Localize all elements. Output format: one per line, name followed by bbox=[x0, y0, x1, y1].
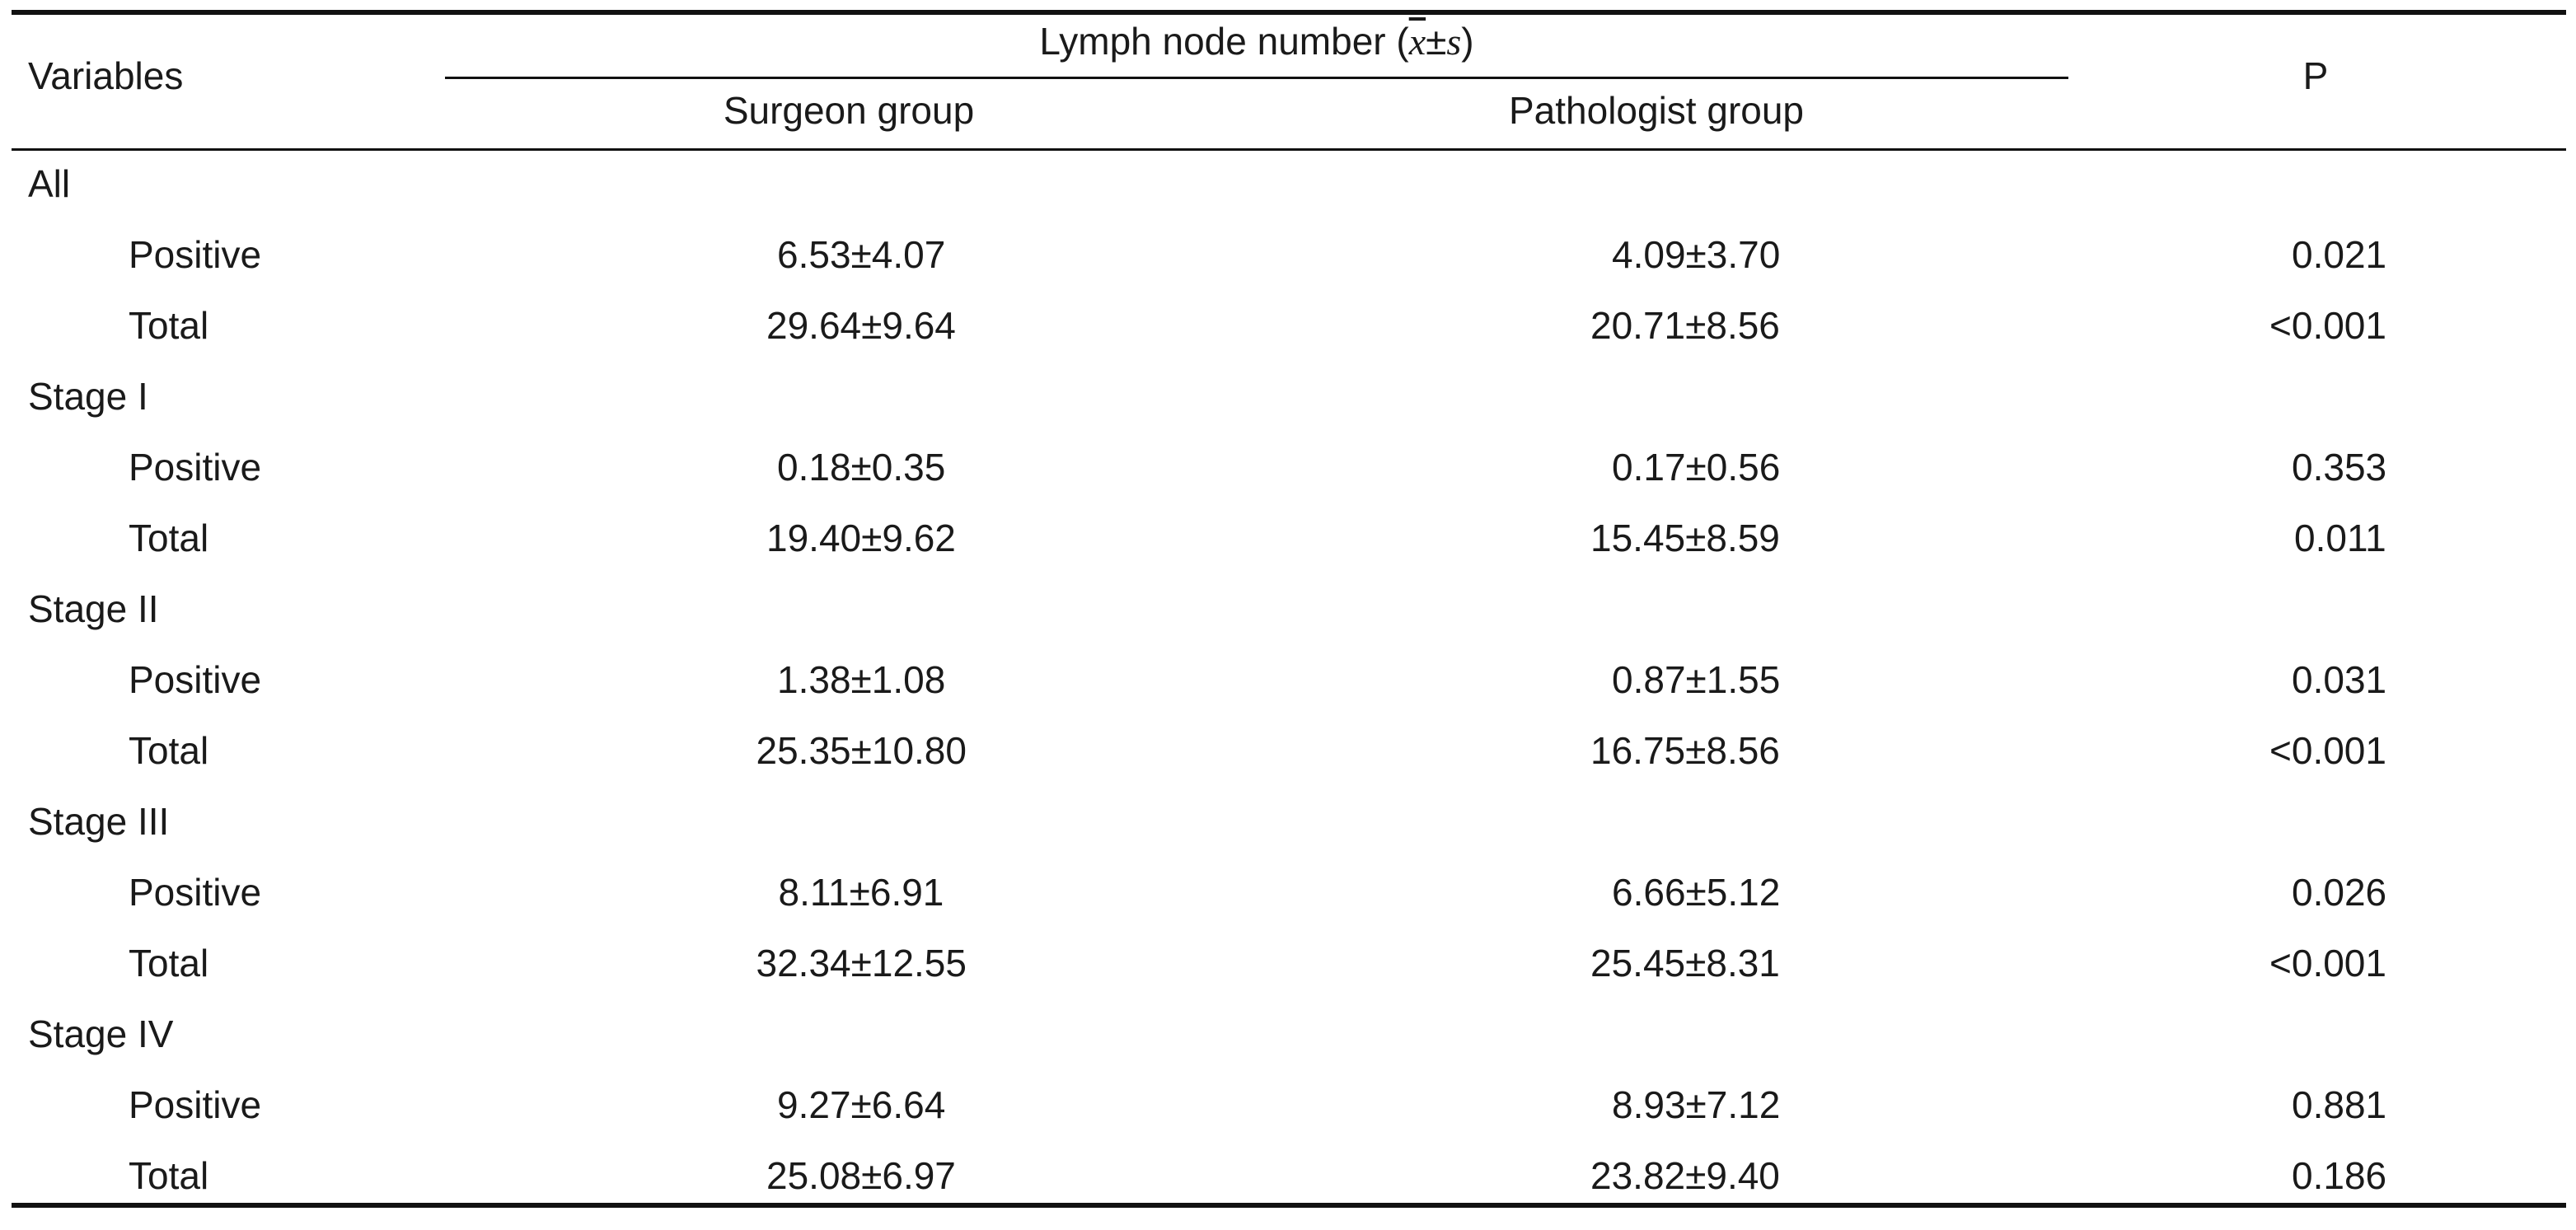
pathologist-group-value: 0.17±0.56 bbox=[1612, 446, 1781, 489]
table-row: Total 25.08±6.97 23.82±9.40 0.186 bbox=[0, 1141, 2576, 1212]
surgeon-group-value: 6.53±4.07 bbox=[777, 233, 946, 276]
column-group-header-lymph-node-number: Lymph node number (x±s) bbox=[445, 18, 2068, 65]
pathologist-group-value: 0.87±1.55 bbox=[1612, 658, 1781, 701]
surgeon-group-value: 19.40±9.62 bbox=[766, 517, 956, 559]
table-row: Positive 1.38±1.08 0.87±1.55 0.031 bbox=[0, 645, 2576, 716]
row-label: Total bbox=[129, 942, 209, 984]
p-value: 0.031 bbox=[2292, 658, 2387, 701]
pathologist-group-value: 6.66±5.12 bbox=[1612, 871, 1781, 914]
row-label: Positive bbox=[129, 446, 262, 489]
row-label: Positive bbox=[129, 233, 262, 276]
plus-minus-symbol: ± bbox=[1426, 20, 1447, 63]
surgeon-group-value: 9.27±6.64 bbox=[777, 1083, 946, 1126]
column-header-pathologist-group: Pathologist group bbox=[1508, 89, 1805, 132]
p-value: 0.021 bbox=[2292, 233, 2387, 276]
row-label: Total bbox=[129, 1154, 209, 1197]
surgeon-group-value: 25.08±6.97 bbox=[766, 1154, 956, 1197]
p-value: 0.881 bbox=[2292, 1083, 2387, 1126]
column-header-p: P bbox=[2302, 54, 2329, 97]
section-label: Stage III bbox=[28, 800, 170, 843]
section-label: Stage II bbox=[28, 587, 159, 630]
pathologist-group-value: 4.09±3.70 bbox=[1612, 233, 1781, 276]
section-row: Stage I bbox=[0, 362, 2576, 433]
table-row: Total 32.34±12.55 25.45±8.31 <0.001 bbox=[0, 928, 2576, 999]
row-label: Positive bbox=[129, 871, 262, 914]
surgeon-group-value: 29.64±9.64 bbox=[766, 304, 956, 347]
table-top-rule bbox=[12, 10, 2566, 15]
column-header-surgeon-group: Surgeon group bbox=[723, 89, 975, 132]
header-bottom-rule bbox=[12, 148, 2566, 151]
section-row: Stage III bbox=[0, 787, 2576, 858]
section-row: Stage II bbox=[0, 574, 2576, 645]
table-row: Total 25.35±10.80 16.75±8.56 <0.001 bbox=[0, 716, 2576, 787]
pathologist-group-value: 8.93±7.12 bbox=[1612, 1083, 1781, 1126]
column-group-rule bbox=[445, 77, 2068, 79]
group-title-suffix: ) bbox=[1461, 20, 1474, 63]
table-row: Positive 6.53±4.07 4.09±3.70 0.021 bbox=[0, 220, 2576, 291]
p-value: 0.026 bbox=[2292, 871, 2387, 914]
table-row: Total 19.40±9.62 15.45±8.59 0.011 bbox=[0, 503, 2576, 574]
sd-symbol: s bbox=[1446, 21, 1462, 63]
table-row: Positive 8.11±6.91 6.66±5.12 0.026 bbox=[0, 858, 2576, 928]
section-label: All bbox=[28, 162, 71, 205]
row-label: Total bbox=[129, 517, 209, 559]
p-value: <0.001 bbox=[2269, 304, 2386, 347]
section-row: Stage IV bbox=[0, 999, 2576, 1070]
surgeon-group-value: 8.11±6.91 bbox=[778, 871, 944, 914]
table-row: Total 29.64±9.64 20.71±8.56 <0.001 bbox=[0, 291, 2576, 362]
table-row: Positive 0.18±0.35 0.17±0.56 0.353 bbox=[0, 433, 2576, 503]
surgeon-group-value: 32.34±12.55 bbox=[756, 942, 967, 984]
pathologist-group-value: 16.75±8.56 bbox=[1590, 729, 1780, 772]
surgeon-group-value: 1.38±1.08 bbox=[777, 658, 946, 701]
pathologist-group-value: 23.82±9.40 bbox=[1590, 1154, 1780, 1197]
table-bottom-rule bbox=[12, 1203, 2566, 1208]
group-title-prefix: Lymph node number ( bbox=[1039, 20, 1409, 63]
pathologist-group-value: 15.45±8.59 bbox=[1590, 517, 1780, 559]
surgeon-group-value: 25.35±10.80 bbox=[756, 729, 967, 772]
pathologist-group-value: 25.45±8.31 bbox=[1590, 942, 1780, 984]
table-row: Positive 9.27±6.64 8.93±7.12 0.881 bbox=[0, 1070, 2576, 1141]
row-label: Positive bbox=[129, 1083, 262, 1126]
column-header-variables: Variables bbox=[28, 54, 184, 97]
row-label: Total bbox=[129, 304, 209, 347]
p-value: <0.001 bbox=[2269, 942, 2386, 984]
pathologist-group-value: 20.71±8.56 bbox=[1590, 304, 1780, 347]
p-value: <0.001 bbox=[2269, 729, 2386, 772]
section-row: All bbox=[0, 149, 2576, 220]
surgeon-group-value: 0.18±0.35 bbox=[777, 446, 946, 489]
p-value: 0.186 bbox=[2292, 1154, 2387, 1197]
row-label: Total bbox=[129, 729, 209, 772]
p-value: 0.353 bbox=[2292, 446, 2387, 489]
mean-symbol: x bbox=[1408, 21, 1426, 63]
row-label: Positive bbox=[129, 658, 262, 701]
section-label: Stage IV bbox=[28, 1013, 174, 1055]
section-label: Stage I bbox=[28, 375, 148, 418]
p-value: 0.011 bbox=[2294, 517, 2386, 559]
